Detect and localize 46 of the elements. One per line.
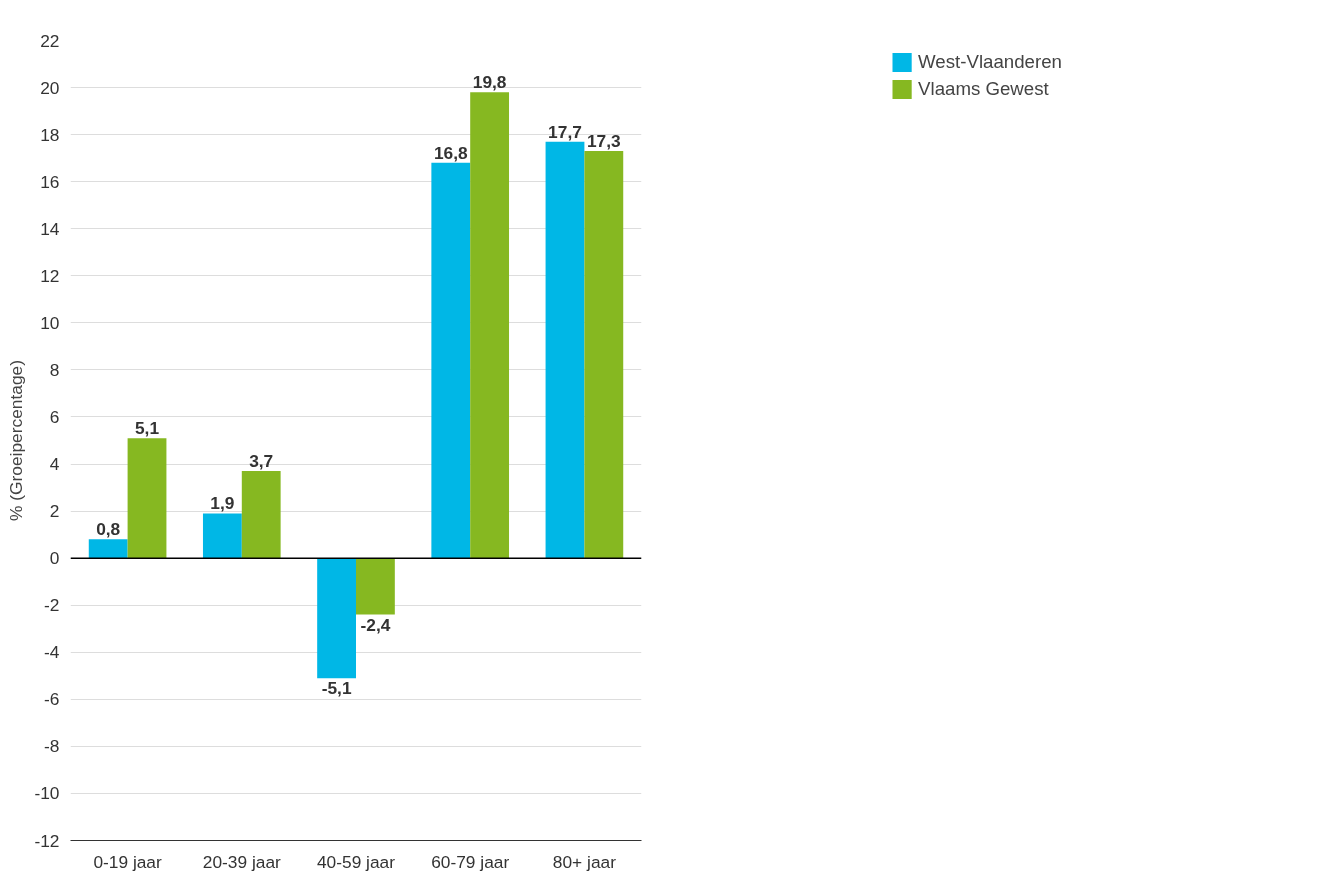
bar — [545, 141, 585, 559]
y-tick-label: -12 — [34, 830, 60, 851]
y-tick-label: -2 — [44, 595, 60, 616]
x-tick-label: 0-19 jaar — [93, 851, 163, 872]
y-tick-label: -6 — [44, 689, 60, 710]
bar — [88, 539, 128, 559]
y-tick-label: 2 — [49, 501, 60, 522]
legend-label: West-Vlaanderen — [918, 51, 1062, 73]
bar — [241, 471, 281, 559]
data-label: 1,9 — [210, 493, 235, 514]
data-label: 0,8 — [96, 519, 121, 540]
y-tick-label: 4 — [49, 454, 60, 475]
bar — [127, 438, 167, 559]
y-tick-label: 12 — [40, 265, 60, 286]
y-tick-label: -4 — [44, 642, 60, 663]
data-label: 17,7 — [548, 121, 582, 142]
bar — [356, 558, 395, 615]
y-axis-title: % (Groeipercentage) — [6, 360, 27, 521]
bar — [317, 558, 356, 679]
y-tick-label: -8 — [44, 736, 60, 757]
data-label: 16,8 — [433, 142, 469, 163]
x-tick-label: 60-79 jaar — [431, 851, 510, 872]
data-label: 19,8 — [472, 72, 507, 93]
x-tick-label: 80+ jaar — [552, 851, 617, 872]
bar — [470, 92, 510, 559]
data-label: -5,1 — [321, 678, 352, 699]
bar — [431, 162, 471, 559]
data-label: -2,4 — [360, 614, 391, 635]
y-tick-label: 20 — [40, 77, 60, 98]
y-tick-label: -10 — [34, 783, 60, 804]
x-tick-label: 40-59 jaar — [316, 851, 396, 872]
bar — [584, 151, 624, 559]
data-label: 17,3 — [586, 131, 622, 152]
x-tick-label: 20-39 jaar — [202, 851, 282, 872]
y-tick-label: 6 — [49, 406, 60, 427]
legend-label: Vlaams Gewest — [918, 78, 1049, 100]
y-tick-label: 18 — [40, 124, 60, 145]
y-tick-label: 14 — [40, 218, 60, 239]
y-tick-label: 22 — [40, 30, 60, 51]
bar — [202, 513, 242, 559]
y-tick-label: 8 — [49, 359, 60, 380]
data-label: 3,7 — [249, 451, 274, 472]
data-label: 5,1 — [134, 418, 160, 439]
y-tick-label: 16 — [40, 171, 60, 192]
y-tick-label: 0 — [49, 548, 60, 569]
y-tick-label: 10 — [40, 312, 60, 333]
